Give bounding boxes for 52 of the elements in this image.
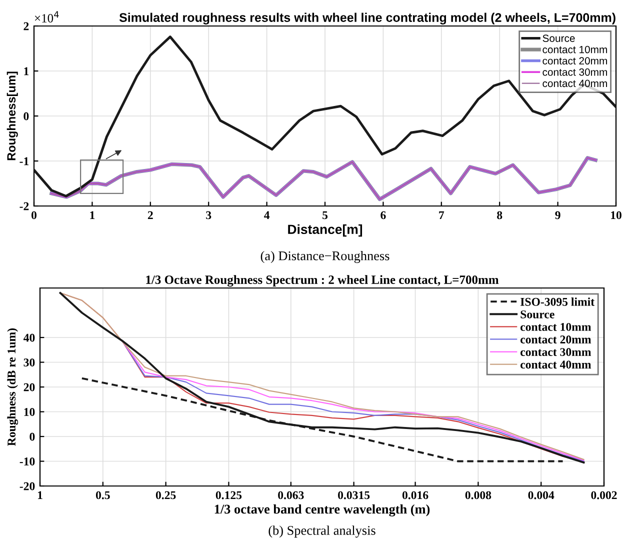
text: (a) Distance−Roughness [260, 251, 390, 264]
x-tick-label: 7 [439, 211, 444, 220]
text: (b) Spectral analysis [268, 526, 376, 538]
x-tick-label: 6 [380, 211, 386, 220]
y-tick-label: 0 [24, 112, 29, 120]
text: ×10$^{4}$ [34, 11, 59, 22]
x-tick-label: 0.008 [465, 491, 492, 500]
x-axis-title: Distance[m] [288, 224, 362, 237]
x-tick-label: 4 [264, 211, 270, 220]
y-axis-title: Roughness (dB re 1um) [7, 328, 18, 446]
legend-label: contact 10mm [520, 322, 592, 331]
legend-label: contact 20mm [520, 336, 592, 344]
chart-title: 1/3 Octave Roughness Spectrum : 2 wheel Line contact, L=700mm [146, 275, 499, 287]
x-tick-label: 1 [38, 491, 42, 500]
y-tick-label: 30 [24, 358, 35, 366]
x-tick-label: 0.016 [402, 491, 428, 500]
legend-label: contact 30mm [520, 348, 592, 356]
legend-label: contact 20mm [542, 57, 607, 65]
x-tick-label: 0.25 [156, 491, 176, 500]
y-axis-title: Roughness[um] [6, 72, 18, 160]
legend-label: contact 30mm [542, 68, 607, 76]
legend-label: Source [542, 34, 575, 42]
y-tick-label: -20 [20, 482, 35, 490]
x-tick-label: 0.125 [216, 491, 242, 500]
y-tick-label: 10 [24, 408, 35, 416]
legend-label: contact 40mm [542, 80, 607, 88]
x-tick-label: 0.063 [278, 491, 304, 500]
legend-label: contact 40mm [520, 360, 592, 369]
y-tick-label: -2 [20, 202, 29, 210]
x-tick-label: 0.002 [591, 491, 617, 500]
legend-label: ISO-3095 limit [520, 298, 595, 306]
y-tick-label: 20 [24, 383, 35, 392]
x-tick-label: 9 [555, 211, 560, 220]
y-tick-label: 40 [23, 334, 35, 342]
x-tick-label: 5 [322, 211, 328, 220]
x-tick-label: 1 [90, 211, 95, 220]
y-tick-label: -1 [20, 157, 29, 166]
chart-title: Simulated roughness results with wheel line contrating model (2 wheels, L=700mm) [119, 12, 616, 24]
x-tick-label: 0.004 [528, 491, 554, 500]
x-axis-title: 1/3 octave band centre wavelength (m) [214, 504, 430, 516]
y-tick-label: -10 [20, 457, 35, 466]
x-tick-label: 2 [148, 211, 153, 220]
y-tick-label: 2 [24, 22, 29, 30]
legend-label: Source [520, 310, 554, 318]
x-tick-label: 3 [206, 211, 212, 220]
x-tick-label: 0.0315 [338, 491, 370, 500]
legend-label: contact 10mm [542, 46, 607, 54]
x-tick-label: 0.5 [96, 491, 110, 500]
y-tick-label: 1 [24, 67, 29, 76]
x-tick-label: 10 [611, 211, 622, 220]
x-tick-label: 8 [497, 211, 502, 220]
y-tick-label: 0 [30, 432, 35, 441]
